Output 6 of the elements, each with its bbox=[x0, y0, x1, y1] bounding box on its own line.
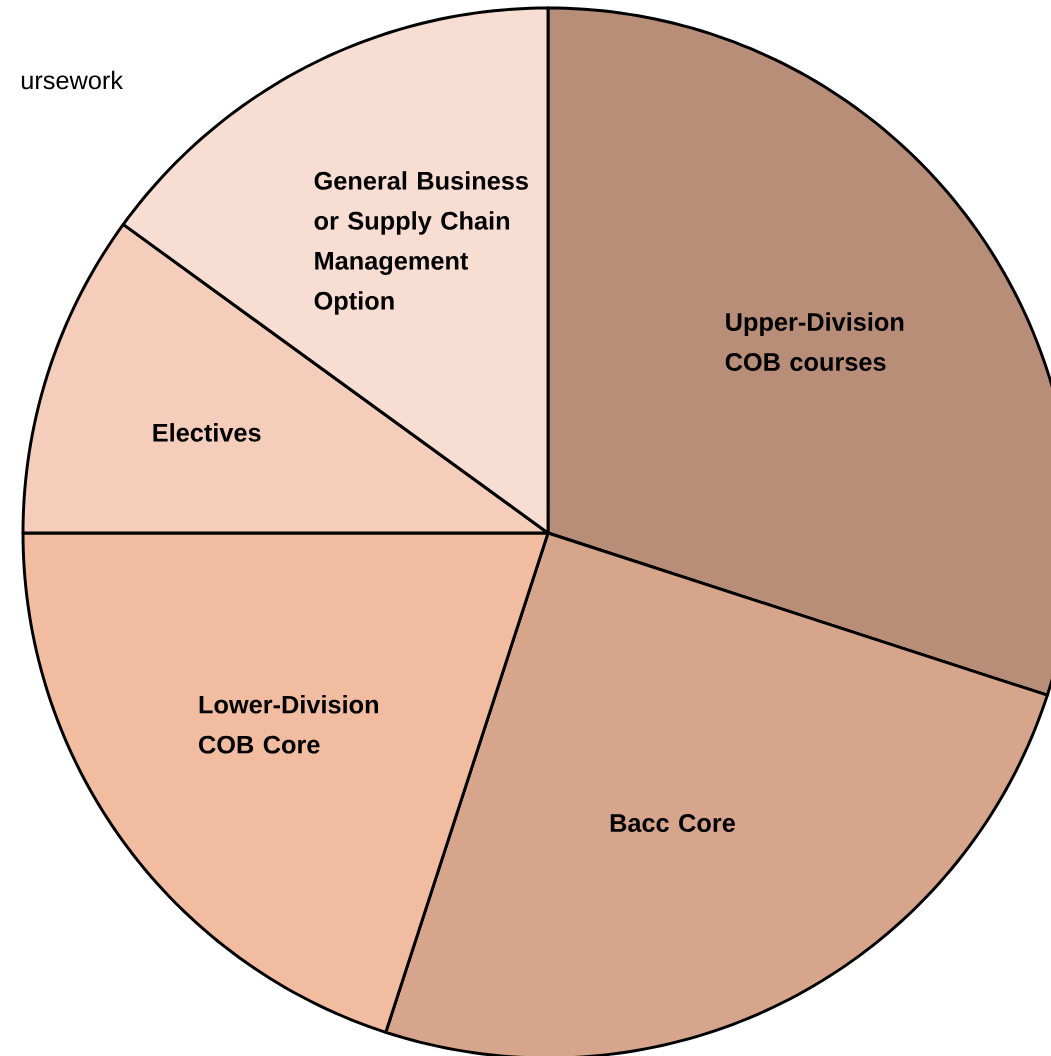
slice-label: General Business or Supply Chain Management Option bbox=[314, 171, 528, 315]
slice-label: Electives bbox=[153, 423, 261, 442]
slice-label: Upper-Division COB courses bbox=[725, 312, 904, 371]
slice-label: Bacc Core bbox=[610, 814, 735, 832]
slice-label: Lower-Division COB Core bbox=[199, 695, 379, 754]
text: ursework bbox=[21, 70, 124, 90]
